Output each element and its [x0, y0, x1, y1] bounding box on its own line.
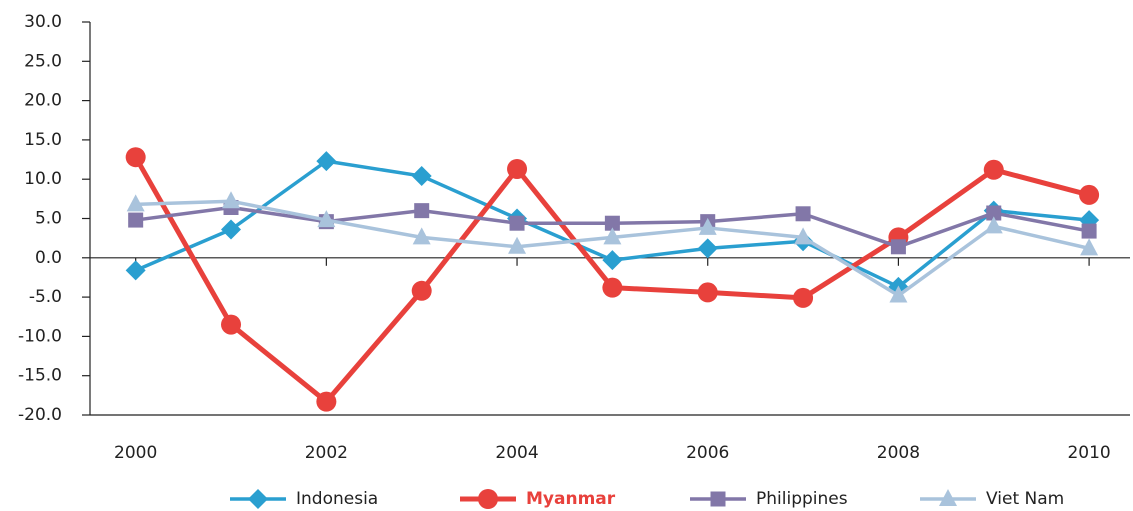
y-tick-label: -15.0	[18, 366, 62, 386]
marker	[890, 239, 906, 255]
marker	[221, 314, 242, 335]
x-tick-label: 2006	[686, 443, 729, 463]
marker	[411, 280, 432, 301]
marker	[222, 191, 241, 209]
marker	[602, 250, 623, 271]
marker	[414, 203, 430, 219]
marker	[411, 166, 432, 187]
legend-label: Myanmar	[526, 489, 616, 509]
marker	[794, 227, 813, 245]
legend-label: Philippines	[756, 489, 848, 509]
x-tick-label: 2008	[877, 443, 920, 463]
marker	[1080, 238, 1099, 256]
marker	[602, 277, 623, 298]
marker	[509, 215, 525, 231]
marker	[697, 282, 718, 303]
marker	[984, 216, 1003, 234]
y-tick-label: 5.0	[35, 209, 62, 229]
marker	[507, 158, 528, 179]
y-tick-label: 15.0	[24, 130, 62, 150]
marker	[126, 194, 145, 212]
marker	[983, 159, 1004, 180]
legend: Indonesia Myanmar Philippines Viet Nam	[230, 489, 1064, 509]
marker	[317, 210, 336, 228]
x-tick-label: 2004	[495, 443, 538, 463]
marker	[939, 489, 957, 506]
marker	[248, 489, 268, 509]
series	[125, 147, 1100, 412]
marker	[889, 285, 908, 303]
marker	[698, 217, 717, 235]
x-tick-label: 2010	[1067, 443, 1110, 463]
x-tick-label: 2000	[114, 443, 157, 463]
marker	[412, 227, 431, 245]
marker	[316, 151, 337, 172]
y-tick-label: 30.0	[24, 12, 62, 32]
y-tick-label: 0.0	[35, 248, 62, 268]
marker	[795, 206, 811, 222]
marker	[1079, 184, 1100, 205]
marker	[604, 215, 620, 231]
marker	[793, 287, 814, 308]
marker	[710, 491, 726, 507]
marker	[125, 260, 146, 281]
marker	[603, 227, 622, 245]
series	[126, 191, 1099, 303]
y-tick-label: -10.0	[18, 326, 62, 346]
legend-label: Indonesia	[296, 489, 378, 509]
y-tick-label: 20.0	[24, 91, 62, 111]
marker	[478, 489, 498, 509]
y-tick-label: 25.0	[24, 51, 62, 71]
y-tick-label: -5.0	[29, 287, 62, 307]
marker	[316, 391, 337, 412]
marker	[986, 205, 1002, 221]
marker	[1081, 223, 1097, 239]
legend-label: Viet Nam	[986, 489, 1064, 509]
marker	[697, 238, 718, 259]
marker	[508, 236, 527, 254]
x-tick-label: 2002	[305, 443, 348, 463]
y-tick-label: -20.0	[18, 405, 62, 425]
marker	[125, 147, 146, 168]
marker	[128, 212, 144, 228]
y-tick-label: 10.0	[24, 169, 62, 189]
marker	[221, 219, 242, 240]
